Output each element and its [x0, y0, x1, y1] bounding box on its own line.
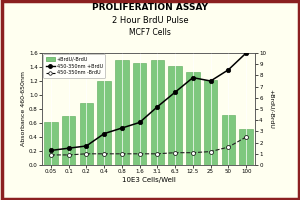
Bar — [169, 66, 182, 165]
Legend: +BrdU/-BrdU, 450-350nm +BrdU, 450-350nm -BrdU: +BrdU/-BrdU, 450-350nm +BrdU, 450-350nm … — [44, 54, 105, 78]
Text: 2 Hour BrdU Pulse: 2 Hour BrdU Pulse — [112, 16, 188, 25]
Bar — [133, 64, 146, 165]
Bar — [222, 115, 235, 165]
Bar — [98, 81, 111, 165]
Text: MCF7 Cells: MCF7 Cells — [129, 28, 171, 37]
X-axis label: 10E3 Cells/Well: 10E3 Cells/Well — [122, 177, 176, 183]
Bar — [115, 60, 128, 165]
Y-axis label: +BrdU/-BrdU: +BrdU/-BrdU — [269, 89, 274, 129]
Bar — [151, 60, 164, 165]
Y-axis label: Absorbance 460-650nm: Absorbance 460-650nm — [21, 72, 26, 146]
Bar — [62, 116, 75, 165]
Bar — [80, 103, 93, 165]
Bar — [186, 72, 200, 165]
Text: PROLIFERATION ASSAY: PROLIFERATION ASSAY — [92, 3, 208, 12]
Bar — [44, 122, 58, 165]
Bar — [239, 129, 253, 165]
Bar — [204, 80, 217, 165]
